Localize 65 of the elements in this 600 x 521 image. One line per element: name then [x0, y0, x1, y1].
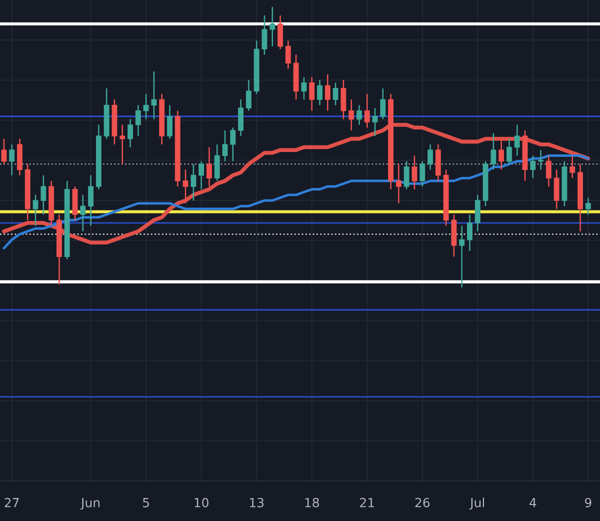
candlestick: [467, 214, 472, 252]
candlestick: [198, 160, 204, 190]
candlestick: [348, 98, 354, 132]
candlestick: [270, 6, 276, 47]
candlestick: [120, 124, 126, 165]
x-tick-label: 21: [360, 498, 374, 508]
candlestick: [190, 163, 196, 202]
candlestick: [530, 155, 536, 179]
candlestick: [32, 194, 38, 226]
candlestick: [143, 93, 149, 120]
candlestick: [128, 118, 133, 148]
candlestick: [506, 138, 512, 165]
candlestick: [538, 149, 544, 170]
candlestick: [546, 155, 552, 188]
candlestick: [585, 197, 591, 216]
candlestick: [498, 138, 504, 170]
candlestick: [285, 40, 291, 70]
candlestick: [88, 174, 94, 226]
candlestick: [364, 93, 370, 128]
candlestick: [380, 88, 386, 120]
candlestick: [490, 132, 496, 170]
candlestick: [309, 76, 315, 112]
candlestick: [230, 126, 236, 162]
candlestick: [340, 79, 346, 120]
candlestick: [301, 76, 307, 100]
candlestick: [222, 130, 228, 162]
candlestick: [420, 160, 426, 188]
candlestick: [246, 79, 252, 112]
x-tick-label: Jul: [469, 498, 484, 510]
candlestick: [9, 144, 15, 176]
candlestick: [167, 104, 172, 140]
candlestick: [372, 107, 378, 137]
x-tick-label: 13: [250, 498, 264, 508]
candlestick: [396, 163, 402, 204]
candlestick: [428, 144, 433, 170]
x-tick-label: 9: [584, 498, 592, 508]
x-tick-label: 10: [194, 498, 208, 508]
candlestick: [238, 98, 244, 137]
candlestick: [214, 144, 220, 182]
candlestick: [356, 104, 362, 126]
candlestick: [80, 194, 86, 232]
x-tick-label: Jun: [80, 498, 100, 510]
x-tick-label: 4: [530, 498, 536, 508]
candlestick: [412, 155, 418, 190]
candlestick: [324, 74, 330, 112]
candlestick: [151, 70, 157, 120]
candlestick: [404, 160, 410, 190]
candlestick: [554, 169, 560, 210]
candlestick: [262, 14, 268, 56]
x-tick-label: 26: [415, 498, 430, 508]
candlestick: [459, 225, 465, 288]
candlestick: [135, 104, 141, 137]
x-tick-label: 5: [143, 498, 149, 508]
candlestick: [40, 174, 46, 216]
candlestick: [570, 155, 576, 179]
candlestick: [1, 138, 7, 165]
x-tick-label: 18: [305, 498, 319, 508]
candlestick: [206, 146, 212, 188]
candlestick: [332, 82, 338, 106]
candlestick: [474, 194, 480, 232]
candlestick: [182, 169, 188, 204]
x-tick-label: 27: [4, 498, 19, 508]
candlestick: [317, 79, 322, 106]
candlestick: [278, 14, 283, 50]
candlestick: [514, 124, 520, 156]
